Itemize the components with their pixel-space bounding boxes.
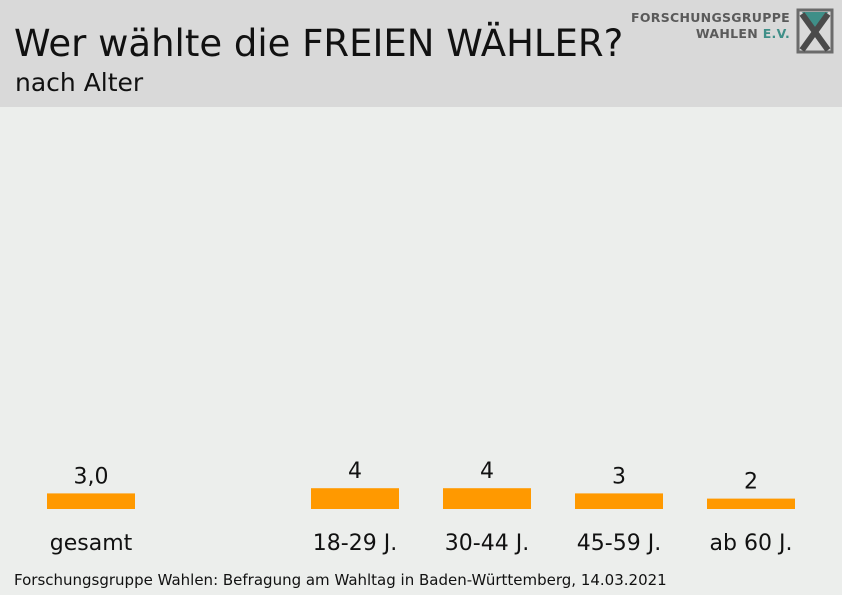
bar-2 [443,488,531,509]
logo-line-1: FORSCHUNGSGRUPPE [631,10,790,25]
value-label-4: 2 [744,470,758,495]
logo-wordmark: FORSCHUNGSGRUPPE WAHLEN E.V. [631,10,790,42]
bar-4 [707,498,795,509]
logo-line-2-b: E.V. [762,26,790,41]
category-label-4: ab 60 J. [710,531,793,556]
category-label-1: 18-29 J. [313,531,397,556]
value-label-0: 3,0 [74,464,109,489]
chart-title: Wer wählte die FREIEN WÄHLER? [14,22,624,65]
value-label-2: 4 [480,459,494,484]
logo-line-2: WAHLEN E.V. [631,26,790,42]
value-label-3: 3 [612,464,626,489]
bar-0 [47,493,135,509]
value-label-1: 4 [348,459,362,484]
category-label-3: 45-59 J. [577,531,661,556]
logo-line-2-a: WAHLEN [695,26,763,41]
source-note: Forschungsgruppe Wahlen: Befragung am Wa… [14,571,667,589]
bar-1 [311,488,399,509]
category-label-2: 30-44 J. [445,531,529,556]
header-band: Wer wählte die FREIEN WÄHLER? nach Alter… [0,0,842,107]
logo-x-icon [796,8,834,58]
chart-subtitle: nach Alter [15,68,144,97]
bar-3 [575,493,663,509]
category-label-0: gesamt [50,531,133,556]
